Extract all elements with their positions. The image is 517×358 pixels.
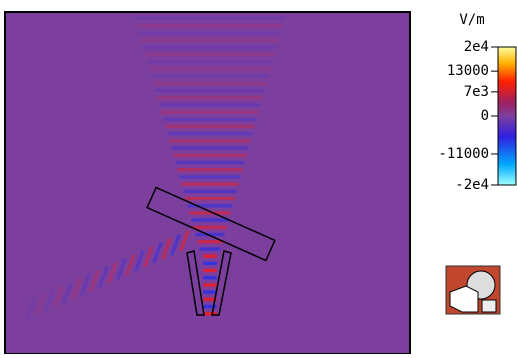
wave-stripe [159,103,261,107]
wave-stripe [137,24,284,28]
wave-stripe [203,262,217,266]
colorbar-tick-label: -2e4 [455,177,489,193]
colorbar-tick-label: 0 [481,108,489,124]
wave-stripe [191,218,229,222]
wave-stripe [203,254,217,258]
wave-stripe [181,182,239,186]
wave-stripe [163,118,257,122]
wave-stripe [185,197,235,201]
wave-stripe [135,17,286,21]
view-icon [446,266,500,314]
wave-stripe [157,96,263,100]
wave-stripe [139,31,282,35]
colorbar-tick-label: -11000 [438,146,489,162]
wave-stripe [165,125,255,129]
colorbar [498,47,516,185]
colorbar-unit: V/m [459,12,484,28]
wave-stripe [169,139,251,143]
wave-stripe [203,290,217,294]
wave-stripe [143,46,277,50]
wave-stripe [173,154,247,158]
wave-stripe [151,74,269,78]
wave-stripe [203,305,217,309]
wave-stripe [203,269,217,273]
wave-stripe [199,247,221,251]
wave-stripe [161,110,259,114]
wave-stripe [149,67,271,71]
wave-stripe [193,226,227,230]
colorbar-tick-label: 7e3 [464,84,489,100]
wave-stripe [203,283,217,287]
screen: V/m 2e4 13000 7e3 0 -11000 -2e4 [0,0,517,354]
wave-stripe [153,82,267,86]
wave-stripe [141,38,279,42]
wave-stripe [175,161,245,165]
wave-stripe [155,89,265,93]
wave-stripe [177,168,243,172]
colorbar-tick-label: 13000 [447,63,489,79]
colorbar-tick-label: 2e4 [464,39,489,55]
wave-stripe [167,132,253,136]
wave-stripe [131,2,290,5]
wave-stripe [179,175,241,179]
wave-stripe [203,276,217,280]
wave-stripe [171,146,249,150]
wave-stripe [145,53,275,57]
wave-stripe [147,60,273,64]
wave-stripe [183,190,237,194]
wave-stripe [197,240,223,244]
